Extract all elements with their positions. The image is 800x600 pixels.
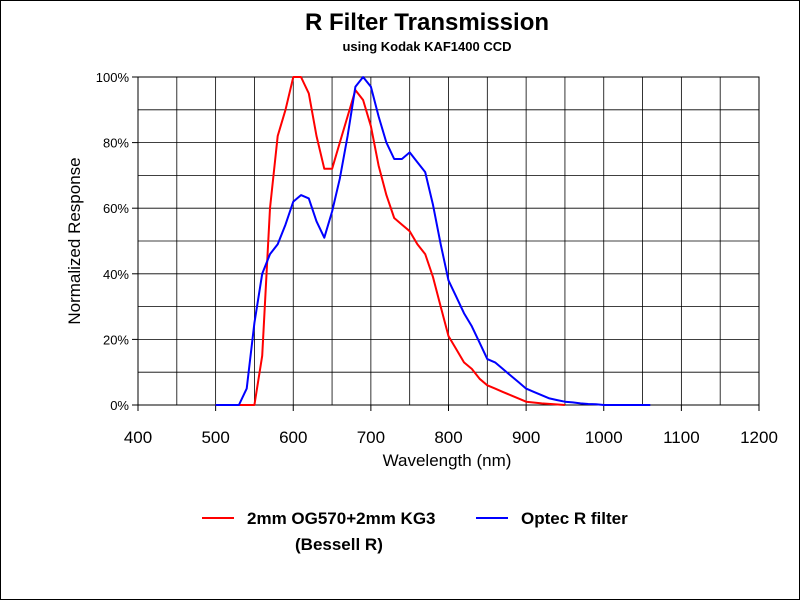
chart-subtitle: using Kodak KAF1400 CCD	[342, 39, 511, 54]
x-tick-label: 900	[512, 428, 540, 447]
y-axis: 0% 20% 40% 60% 80% 100%	[96, 70, 138, 413]
legend-label-bessell-r-line2: (Bessell R)	[295, 535, 383, 554]
grid	[138, 77, 759, 405]
x-tick-label: 1200	[740, 428, 778, 447]
x-tick-label: 500	[201, 428, 229, 447]
x-tick-label: 400	[124, 428, 152, 447]
legend: 2mm OG570+2mm KG3 (Bessell R) Optec R fi…	[202, 509, 628, 554]
x-tick-label: 800	[434, 428, 462, 447]
series-line-bessell-r	[215, 76, 565, 406]
x-tick-label: 1000	[585, 428, 623, 447]
series-lines	[215, 76, 651, 406]
legend-label-bessell-r: 2mm OG570+2mm KG3	[247, 509, 436, 528]
y-tick-label: 80%	[103, 136, 129, 151]
y-tick-label: 60%	[103, 201, 129, 216]
y-tick-label: 100%	[96, 70, 130, 85]
x-axis-label: Wavelength (nm)	[383, 451, 512, 470]
y-tick-label: 40%	[103, 267, 129, 282]
x-tick-label: 700	[357, 428, 385, 447]
y-tick-label: 0%	[110, 398, 129, 413]
y-axis-label: Normalized Response	[65, 157, 84, 324]
x-tick-label: 1100	[663, 428, 700, 447]
x-tick-label: 600	[279, 428, 307, 447]
legend-label-optec-r: Optec R filter	[521, 509, 628, 528]
series-line-optec-r	[215, 76, 651, 406]
x-axis: 400 500 600 700 800 900 1000 1100 1200	[124, 405, 778, 447]
chart-title: R Filter Transmission	[305, 9, 549, 36]
y-tick-label: 20%	[103, 332, 129, 347]
